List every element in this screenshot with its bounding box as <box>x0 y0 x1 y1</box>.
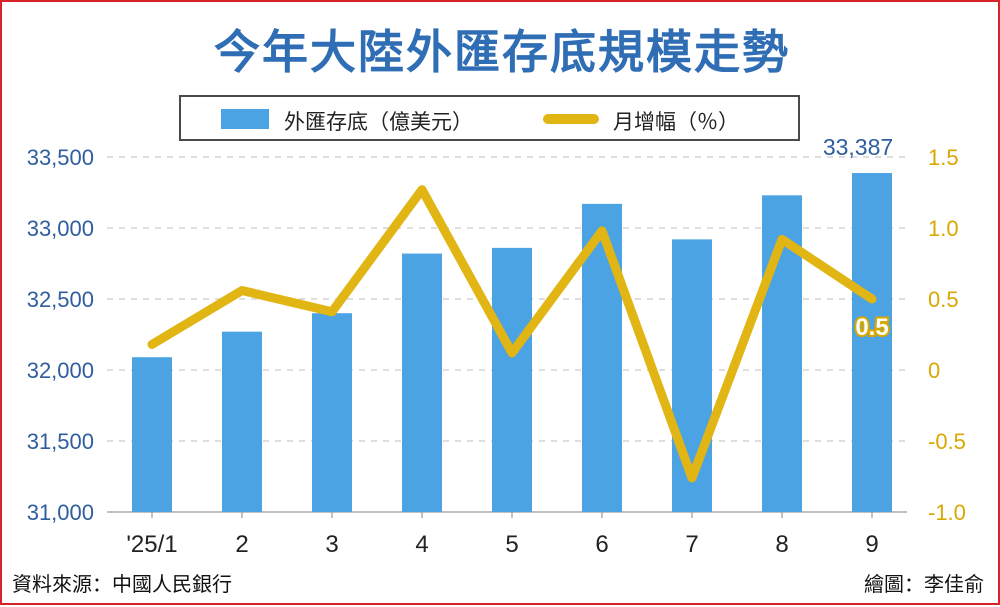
y-right-tick-label: -0.5 <box>928 429 966 454</box>
bar <box>132 357 172 512</box>
x-tick-label: 6 <box>595 531 608 558</box>
y-left-tick-label: 31,000 <box>27 500 94 525</box>
y-right-tick-label: -1.0 <box>928 500 966 525</box>
x-tick-label: 5 <box>505 531 518 558</box>
bar <box>402 254 442 512</box>
y-right-tick-label: 0 <box>928 358 940 383</box>
y-left-tick-label: 32,000 <box>27 358 94 383</box>
y-left-tick-label: 33,000 <box>27 216 94 241</box>
bar <box>492 248 532 512</box>
y-right-tick-label: 0.5 <box>928 287 959 312</box>
source-note: 資料來源：中國人民銀行 <box>12 568 232 597</box>
bar-data-label: 33,387 <box>823 134 893 160</box>
y-left-tick-label: 33,500 <box>27 145 94 170</box>
y-right-tick-label: 1.0 <box>928 216 959 241</box>
x-tick-label: '25/1 <box>126 531 177 558</box>
x-tick-label: 2 <box>235 531 248 558</box>
y-left-tick-label: 31,500 <box>27 429 94 454</box>
bar <box>222 332 262 512</box>
bar <box>312 313 352 512</box>
x-tick-label: 7 <box>685 531 698 558</box>
credit-note: 繪圖：李佳俞 <box>864 568 984 597</box>
x-tick-label: 4 <box>415 531 428 558</box>
y-right-tick-label: 1.5 <box>928 145 959 170</box>
y-left-tick-label: 32,500 <box>27 287 94 312</box>
x-tick-label: 8 <box>775 531 788 558</box>
line-data-label: 0.5 <box>855 314 888 341</box>
x-tick-label: 9 <box>865 531 878 558</box>
bar <box>852 173 892 512</box>
x-tick-label: 3 <box>325 531 338 558</box>
